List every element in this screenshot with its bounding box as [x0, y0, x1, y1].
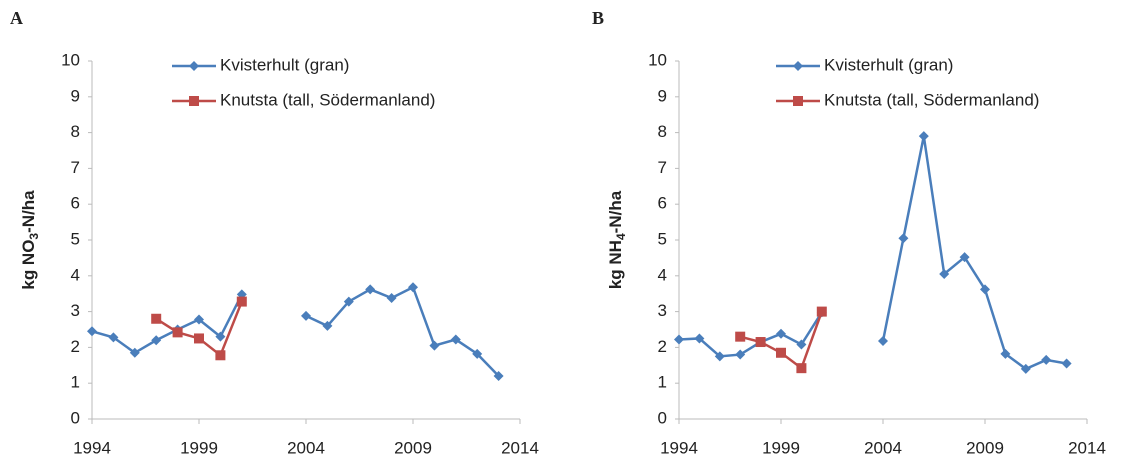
- y-tick-label: 7: [658, 158, 667, 177]
- marker: [365, 284, 376, 295]
- x-tick-label: 2009: [394, 438, 432, 457]
- marker: [408, 282, 418, 293]
- marker: [918, 131, 929, 142]
- marker: [151, 313, 162, 324]
- marker: [959, 252, 970, 263]
- y-tick-label: 9: [71, 86, 80, 105]
- marker: [87, 326, 97, 337]
- y-label-part: kg NH: [606, 240, 625, 289]
- x-tick-label: 1999: [180, 438, 218, 457]
- x-tick-label: 2004: [864, 438, 902, 457]
- y-label-part: -N/ha: [19, 190, 38, 233]
- marker: [776, 328, 786, 339]
- series-line: [91, 285, 500, 377]
- legend-label: Kvisterhult (gran): [220, 55, 349, 74]
- marker: [472, 348, 483, 359]
- marker: [1041, 354, 1052, 365]
- marker: [796, 363, 807, 374]
- marker: [674, 334, 684, 345]
- y-tick-label: 2: [71, 337, 80, 356]
- series-line: [678, 135, 1067, 371]
- y-tick-label: 5: [658, 229, 667, 248]
- x-tick-label: 2004: [287, 438, 325, 457]
- x-tick-label: 1994: [660, 438, 698, 457]
- marker: [322, 320, 333, 331]
- marker: [194, 333, 204, 344]
- marker: [194, 314, 204, 325]
- legend-marker: [793, 96, 803, 106]
- marker: [386, 292, 397, 303]
- marker: [1020, 363, 1031, 374]
- y-tick-label: 1: [71, 373, 80, 392]
- marker: [301, 310, 311, 321]
- x-tick-label: 2014: [1068, 438, 1106, 457]
- marker: [493, 371, 504, 382]
- marker: [980, 284, 990, 295]
- y-axis-label: kg NO3-N/ha: [19, 190, 41, 290]
- y-tick-label: 1: [658, 373, 667, 392]
- y-tick-label: 4: [658, 265, 667, 284]
- legend-label: Kvisterhult (gran): [824, 55, 953, 74]
- panel-label: A: [10, 8, 23, 28]
- marker: [151, 335, 162, 346]
- y-axis-label: kg NH4-N/ha: [606, 190, 628, 289]
- marker: [129, 347, 140, 358]
- legend-marker: [189, 96, 199, 106]
- panel-label: B: [592, 8, 604, 28]
- marker: [755, 337, 766, 348]
- marker: [215, 350, 226, 361]
- legend-label: Knutsta (tall, Södermanland): [220, 90, 435, 109]
- y-tick-label: 3: [71, 301, 80, 320]
- y-label-part: 3: [27, 233, 41, 240]
- y-tick-label: 7: [71, 158, 80, 177]
- marker: [450, 334, 461, 345]
- y-tick-label: 9: [658, 86, 667, 105]
- marker: [1061, 358, 1072, 369]
- y-tick-label: 8: [658, 122, 667, 141]
- series-line: [155, 301, 243, 358]
- marker: [172, 327, 183, 338]
- legend-marker: [793, 61, 803, 71]
- y-tick-label: 6: [71, 194, 80, 213]
- marker: [735, 331, 746, 342]
- y-tick-label: 4: [71, 265, 80, 284]
- y-tick-label: 10: [61, 50, 80, 69]
- legend-label: Knutsta (tall, Södermanland): [824, 90, 1039, 109]
- x-tick-label: 1999: [762, 438, 800, 457]
- y-tick-label: 6: [658, 194, 667, 213]
- series-line: [739, 311, 823, 371]
- y-tick-label: 0: [71, 408, 80, 427]
- marker: [735, 349, 746, 360]
- y-tick-label: 0: [658, 408, 667, 427]
- y-tick-label: 2: [658, 337, 667, 356]
- marker: [215, 331, 226, 342]
- y-tick-label: 5: [71, 229, 80, 248]
- y-tick-label: 3: [658, 301, 667, 320]
- y-tick-label: 10: [648, 50, 667, 69]
- marker: [108, 332, 119, 343]
- marker: [878, 335, 888, 346]
- marker: [429, 340, 440, 351]
- marker: [898, 233, 909, 244]
- marker: [816, 306, 827, 317]
- y-label-part: -N/ha: [606, 190, 625, 233]
- legend-marker: [189, 61, 199, 71]
- marker: [776, 347, 786, 358]
- y-label-part: 4: [614, 233, 628, 240]
- x-tick-label: 2009: [966, 438, 1004, 457]
- x-tick-label: 1994: [73, 438, 111, 457]
- marker: [714, 351, 725, 362]
- marker: [939, 269, 950, 280]
- x-tick-label: 2014: [501, 438, 539, 457]
- marker: [796, 339, 807, 350]
- marker: [236, 296, 247, 307]
- marker: [1000, 348, 1011, 359]
- marker: [694, 333, 705, 344]
- y-tick-label: 8: [71, 122, 80, 141]
- y-label-part: kg NO: [19, 240, 38, 290]
- marker: [343, 296, 354, 307]
